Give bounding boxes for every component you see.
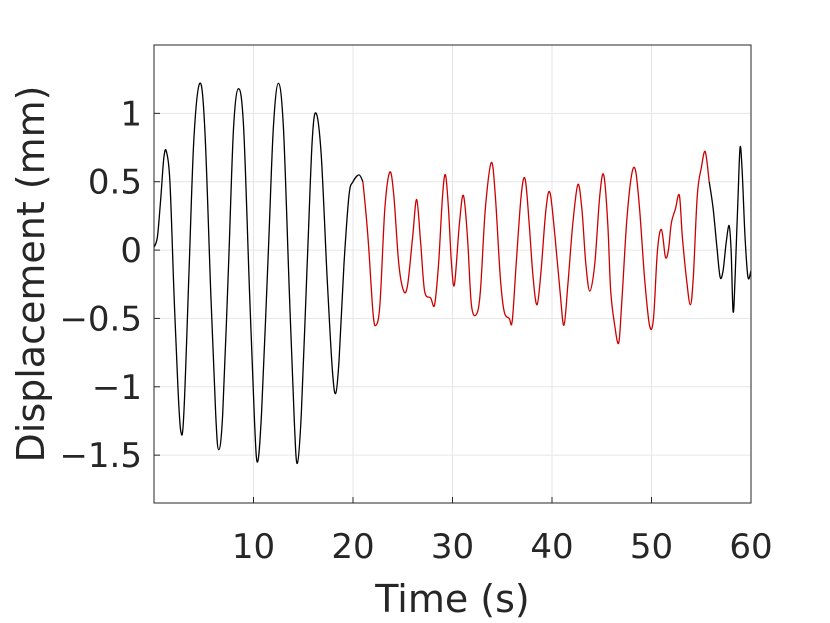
axis-ticks: 10 20 30 40 50 60 −1.5 −1 −0.5 0 0.5 1 bbox=[59, 94, 772, 567]
x-tick-label: 20 bbox=[331, 527, 374, 567]
y-tick-label: 1 bbox=[120, 94, 142, 134]
x-tick-label: 40 bbox=[530, 527, 573, 567]
y-tick-label: −1 bbox=[92, 368, 142, 408]
y-tick-label: 0 bbox=[120, 231, 142, 271]
x-tick-label: 30 bbox=[431, 527, 474, 567]
y-axis-label: Displacement (mm) bbox=[9, 86, 53, 463]
series-line-2 bbox=[362, 150, 710, 345]
y-tick-label: 0.5 bbox=[88, 163, 142, 203]
series-line-1 bbox=[153, 82, 364, 465]
x-tick-label: 10 bbox=[232, 527, 275, 567]
y-tick-label: −0.5 bbox=[59, 299, 142, 339]
x-axis-label: Time (s) bbox=[374, 577, 530, 621]
y-tick-label: −1.5 bbox=[59, 436, 142, 476]
series-lines bbox=[153, 82, 752, 465]
series-line-3 bbox=[708, 145, 752, 313]
x-tick-label: 60 bbox=[729, 527, 772, 567]
x-tick-label: 50 bbox=[630, 527, 673, 567]
